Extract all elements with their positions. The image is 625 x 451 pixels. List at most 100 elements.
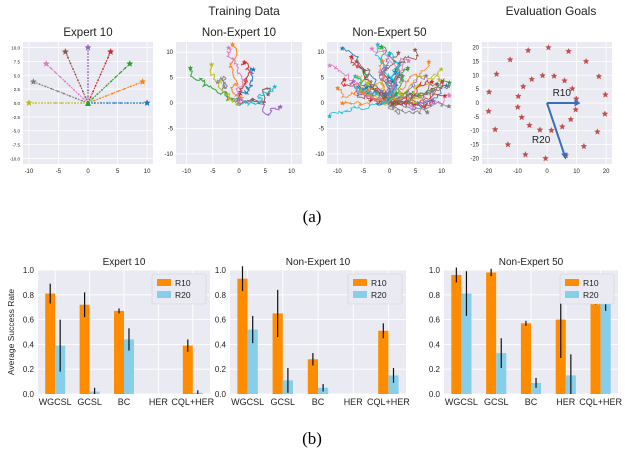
goal-star (339, 45, 345, 51)
y-tick-label: 0.8 (215, 291, 227, 300)
y-tick-label: 0.6 (429, 316, 441, 325)
legend-label: R20 (371, 290, 387, 300)
x-tick-label: 10 (288, 169, 295, 175)
r10-label: R10 (553, 88, 572, 99)
goal-star (528, 75, 536, 83)
legend-swatch (565, 279, 579, 286)
trajectory (353, 76, 389, 106)
trajectory-point (123, 87, 126, 90)
trajectory-point (73, 89, 75, 91)
goal-star (405, 65, 411, 71)
goal-star (61, 48, 69, 55)
trajectory-point (101, 89, 103, 91)
goal-star (438, 66, 444, 72)
legend-label: R20 (175, 290, 191, 300)
goal-star (572, 106, 579, 113)
trajectory (235, 86, 271, 106)
trajectory-point (99, 97, 102, 100)
y-tick-label: -7.5 (12, 143, 20, 148)
trajectory (329, 64, 391, 103)
bar-r10 (451, 274, 462, 394)
goal-star (326, 62, 333, 68)
goal-star (485, 88, 493, 95)
goal-star (352, 73, 358, 79)
trajectory (392, 101, 449, 111)
x-tick-label: -20 (484, 169, 493, 175)
goal-star (25, 99, 33, 107)
goal-star (426, 59, 432, 65)
goal-star (485, 107, 492, 115)
trajectory (45, 63, 89, 104)
trajectory-point (59, 75, 62, 78)
trajectory-point (50, 87, 53, 90)
trajectory (209, 63, 239, 106)
goal-star (515, 92, 522, 100)
y-tick-label: 0.4 (215, 340, 227, 349)
trajectory (356, 61, 390, 103)
trajectory-point (84, 96, 87, 99)
goal-star (436, 77, 443, 83)
x-tick-label: -5 (56, 169, 62, 175)
y-tick-label: 0.0 (215, 390, 227, 399)
goal-star (491, 125, 499, 133)
trajectory (388, 73, 440, 102)
trajectory-point (82, 90, 84, 93)
trajectory-point (92, 90, 94, 93)
trajectory-point (68, 95, 71, 97)
goal-star (582, 57, 590, 65)
y-axis-label: Average Success Rate (6, 289, 16, 376)
y-tick-label: 0 (476, 101, 480, 107)
x-tick-label: GCSL (484, 397, 509, 407)
trajectory-point (81, 99, 83, 102)
goal-star (568, 85, 576, 92)
trajectory-point (47, 102, 50, 104)
y-tick-label: 5 (476, 87, 480, 93)
legend-label: R10 (583, 278, 599, 288)
y-tick-label: -10 (315, 152, 324, 158)
goal-star (519, 82, 527, 90)
legend-swatch (157, 291, 171, 298)
x-tick-label: 5 (414, 169, 418, 175)
trajectory-point (102, 67, 104, 70)
x-tick-label: -5 (210, 169, 216, 175)
x-tick-label: GCSL (77, 397, 102, 407)
trajectory-point (89, 96, 92, 99)
goal-star (434, 81, 440, 87)
x-tick-label: CQL+HER (579, 397, 622, 407)
trajectory (374, 44, 393, 102)
y-tick-label: -2.5 (12, 115, 20, 120)
y-tick-label: 5 (170, 76, 174, 82)
trajectory (391, 77, 445, 105)
bar-r10 (590, 289, 601, 394)
trajectory (329, 99, 391, 117)
goal-star (365, 80, 371, 86)
x-tick-label: HER (149, 397, 169, 407)
y-tick-label: -5 (319, 126, 325, 132)
goal-star (383, 65, 389, 71)
trajectory-point (67, 102, 70, 104)
trajectory-point (114, 75, 117, 78)
goal-star (241, 59, 248, 65)
y-tick-label: 1.0 (23, 266, 35, 275)
y-tick-label: 0.8 (429, 291, 441, 300)
trajectory-point (97, 79, 99, 82)
goal-star (429, 79, 435, 85)
goal-star (353, 58, 360, 64)
goal-star (446, 103, 452, 109)
trajectory-point (110, 80, 113, 83)
goal-star (536, 126, 544, 133)
goal-star (558, 123, 566, 130)
panel-title: Expert 10 (63, 27, 112, 39)
y-tick-label: -5.0 (12, 129, 20, 134)
trajectory-point (133, 102, 135, 104)
caption-a: (a) (303, 207, 322, 226)
bar-r20 (600, 301, 611, 394)
trajectory-point (77, 93, 80, 96)
y-tick-label: 1.0 (429, 266, 441, 275)
bar-r20 (388, 375, 399, 394)
trajectory-point (69, 62, 72, 65)
trajectory-point (68, 84, 71, 87)
goal-star (445, 83, 452, 89)
bar-chart-expert-10: 0.0 0.2 0.4 0.6 0.8 1.0 WGCSL GCSL BC HER CQL+HER E… (6, 257, 215, 407)
bar-chart-non-expert-50: 0.0 0.2 0.4 0.6 0.8 1.0 WGCSL GCSL BC HER CQL+HER N… (429, 257, 623, 407)
